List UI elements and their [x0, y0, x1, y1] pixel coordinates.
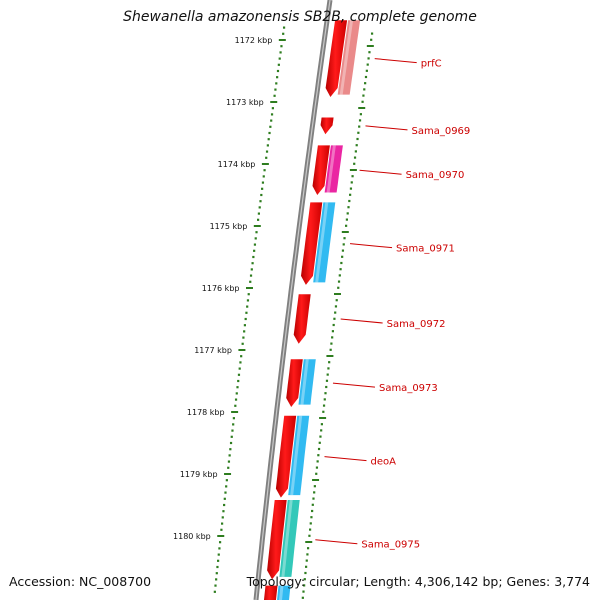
label-leader-sama_0969	[365, 125, 408, 131]
gene-arrow-sama_0970	[312, 145, 330, 195]
tick-label-1176: 1176 kbp	[202, 284, 240, 293]
label-leader-deoa	[324, 456, 367, 462]
label-leader-sama_0972	[340, 318, 383, 324]
backbone-highlight	[255, 0, 331, 600]
gene-arrow-sama_0975	[267, 500, 287, 580]
tick-label-1172: 1172 kbp	[235, 36, 273, 45]
backbone	[253, 0, 333, 600]
gene-arrow-unnamed-8	[263, 585, 278, 600]
gene-label-prfc: prfC	[421, 59, 442, 70]
cog-bar-shine-sama_0973	[300, 359, 309, 405]
tick-label-1177: 1177 kbp	[194, 346, 232, 355]
tick-label-1173: 1173 kbp	[226, 98, 264, 107]
cog-bar-sama_0975	[279, 500, 300, 577]
cog-bar-sama_0971	[313, 202, 336, 283]
gene-label-sama_0972: Sama_0972	[387, 319, 446, 330]
topology-info-text: Topology: circular; Length: 4,306,142 bp…	[246, 574, 590, 589]
cog-bar-shine-sama_0975	[281, 500, 293, 577]
tick-label-1180: 1180 kbp	[173, 532, 211, 541]
label-leader-prfc	[374, 58, 417, 64]
gene-label-sama_0975: Sama_0975	[361, 540, 420, 551]
tick-label-1174: 1174 kbp	[218, 160, 256, 169]
cog-bar-sama_0973	[298, 359, 316, 405]
cog-bar-shine-unnamed-8	[279, 585, 284, 600]
gene-label-sama_0971: Sama_0971	[396, 244, 455, 255]
gene-label-sama_0973: Sama_0973	[379, 383, 438, 394]
gene-arrow-sama_0973	[286, 359, 303, 407]
map-title: Shewanella amazonensis SB2B, complete ge…	[123, 9, 477, 25]
label-leader-sama_0973	[332, 382, 376, 388]
cog-bar-shine-deoa	[290, 415, 303, 496]
cog-bar-prfc	[337, 20, 361, 95]
label-leader-sama_0971	[350, 243, 393, 249]
cog-bar-unnamed-8	[277, 585, 291, 600]
gene-arrow-sama_0972	[293, 294, 311, 344]
gene-label-deoa: deoA	[370, 457, 396, 468]
label-leader-sama_0975	[315, 539, 358, 545]
cog-bar-sama_0970	[324, 145, 343, 193]
gene-arrow-sama_0971	[301, 202, 323, 285]
gene-arrow-prfc	[325, 20, 348, 98]
accession-text: Accession: NC_008700	[9, 574, 152, 589]
label-leader-sama_0970	[359, 169, 402, 175]
gene-labels: prfC Sama_0969 Sama_0970 Sama_0971 Sama_0972…	[315, 58, 470, 551]
gene-label-sama_0969: Sama_0969	[411, 126, 470, 137]
gene-label-sama_0970: Sama_0970	[406, 170, 465, 181]
gene-arrow-deoa	[275, 415, 297, 498]
cog-bar-deoa	[288, 415, 310, 496]
cog-bar-shine-sama_0971	[315, 202, 329, 283]
cog-bar-shine-prfc	[339, 20, 354, 95]
tick-label-1175: 1175 kbp	[210, 222, 248, 231]
gene-arrow-sama_0969	[320, 117, 334, 135]
tick-label-1178: 1178 kbp	[187, 408, 225, 417]
tick-label-1179: 1179 kbp	[180, 470, 218, 479]
cog-bar-shine-sama_0970	[326, 145, 336, 193]
gene-features	[263, 20, 361, 600]
scale-ticks: 1172 kbp 1173 kbp 1174 kbp 1175 kbp 1176 kbp…	[173, 26, 374, 599]
